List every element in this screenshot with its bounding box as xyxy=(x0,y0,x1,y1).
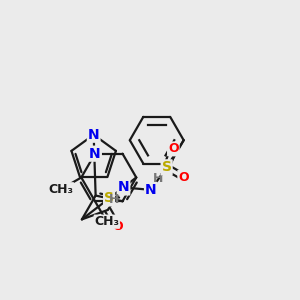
Text: H: H xyxy=(152,172,163,184)
Text: O: O xyxy=(178,171,189,184)
Text: CH₃: CH₃ xyxy=(48,183,74,196)
Text: O: O xyxy=(168,142,178,155)
Text: S: S xyxy=(104,191,114,206)
Text: S: S xyxy=(162,160,172,174)
Text: CH₃: CH₃ xyxy=(94,215,119,228)
Text: N: N xyxy=(89,147,101,161)
Text: N: N xyxy=(118,181,129,194)
Text: N: N xyxy=(88,128,100,142)
Text: N: N xyxy=(145,183,157,197)
Text: O: O xyxy=(112,220,123,233)
Text: H: H xyxy=(109,193,119,206)
